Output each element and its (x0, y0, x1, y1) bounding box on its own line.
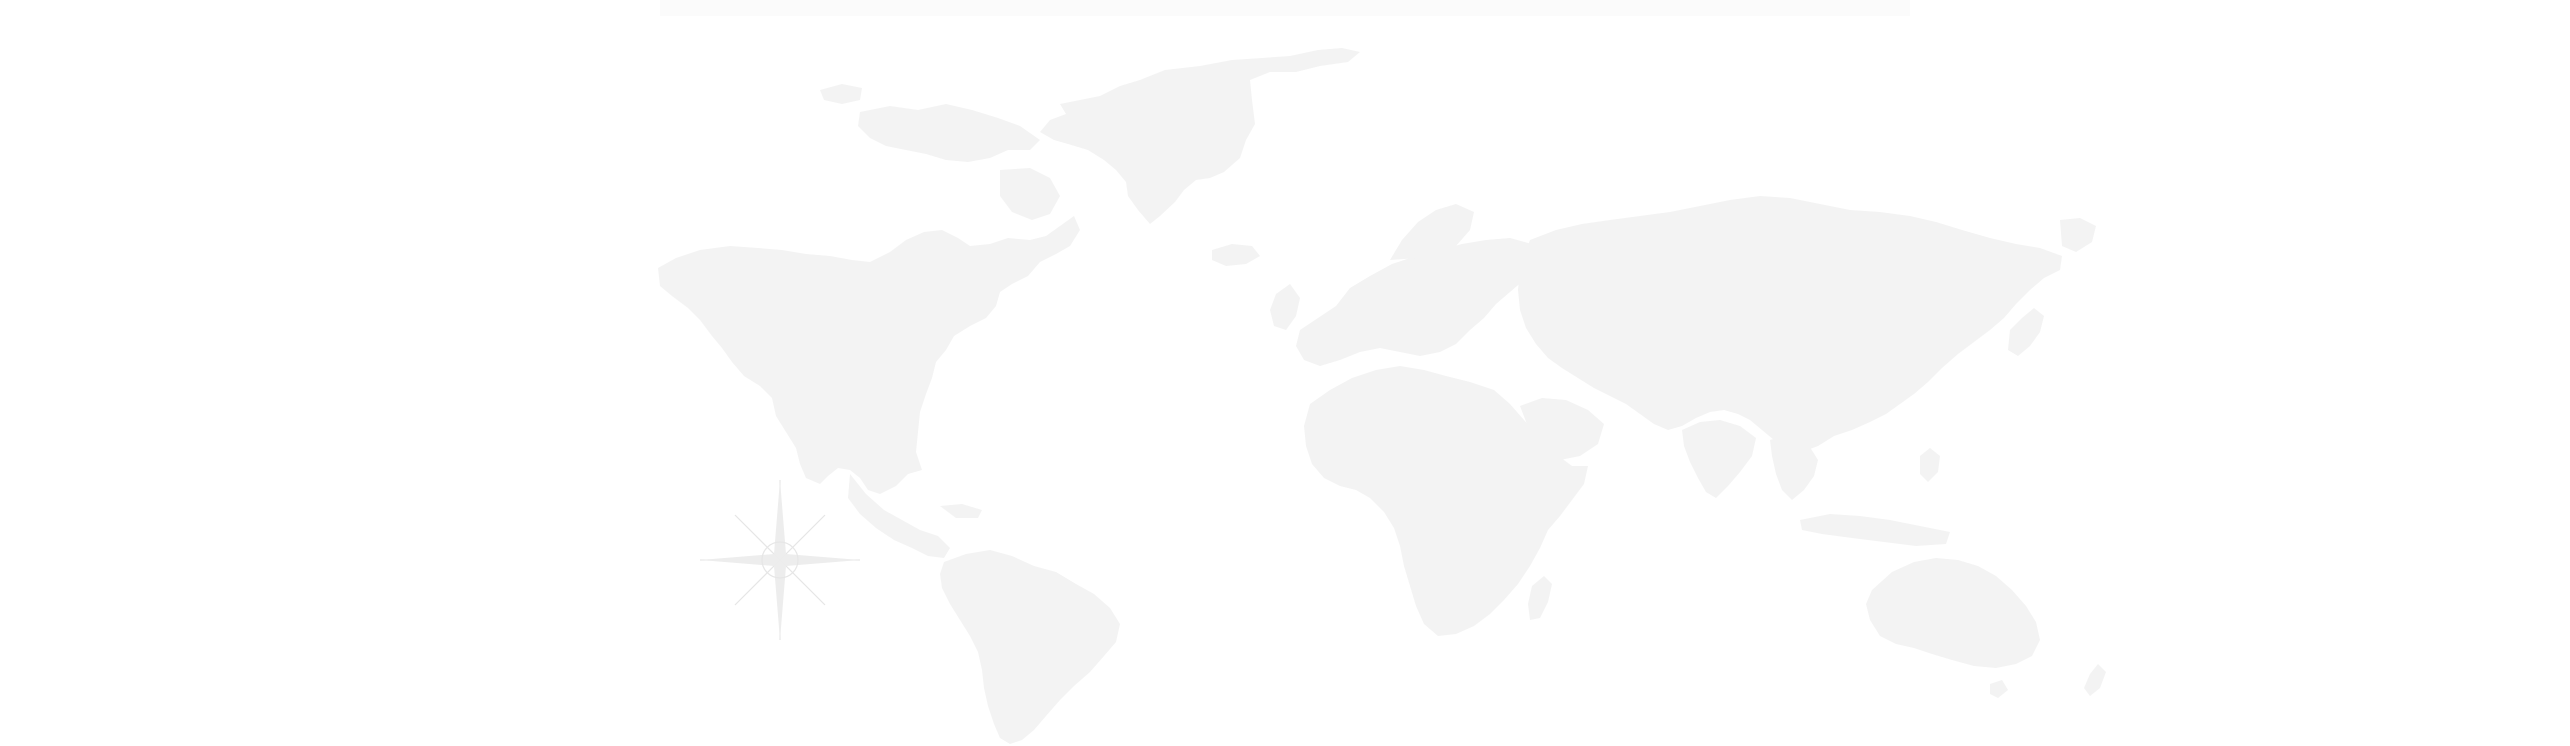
compass-rose-icon (700, 480, 860, 640)
compass-north-point (774, 480, 786, 560)
north-america-shape (658, 216, 1080, 494)
baffin-island-shape (1000, 168, 1060, 220)
arctic-island-small-shape (820, 84, 862, 104)
compass-inner-ring (761, 541, 799, 579)
southeast-asia-shape (1770, 434, 1818, 500)
new-zealand-shape (2084, 664, 2106, 696)
uk-shape (1270, 284, 1300, 330)
compass-east-point (780, 554, 860, 566)
japan-shape (2008, 308, 2044, 356)
iceland-shape (1212, 244, 1260, 266)
philippines-shape (1920, 448, 1940, 482)
scandinavia-shape (1390, 204, 1474, 260)
compass-west-point (700, 554, 780, 566)
africa-shape (1304, 366, 1588, 636)
central-america-shape (848, 474, 950, 558)
australia-shape (1866, 558, 2040, 668)
top-strip (660, 0, 1910, 16)
india-shape (1682, 420, 1756, 498)
indonesia-shape (1800, 514, 1950, 546)
greenland-shape (1040, 48, 1360, 224)
compass-south-point (774, 560, 786, 640)
tasmania-shape (1990, 680, 2008, 698)
europe-shape (1296, 238, 1548, 366)
arctic-islands-shape (858, 104, 1040, 162)
madagascar-shape (1528, 576, 1552, 620)
arabian-peninsula-shape (1520, 398, 1604, 460)
asia-shape (1518, 196, 2062, 452)
south-america-shape (940, 550, 1120, 744)
kamchatka-shape (2060, 218, 2096, 252)
caribbean-islands-shape (940, 504, 982, 518)
